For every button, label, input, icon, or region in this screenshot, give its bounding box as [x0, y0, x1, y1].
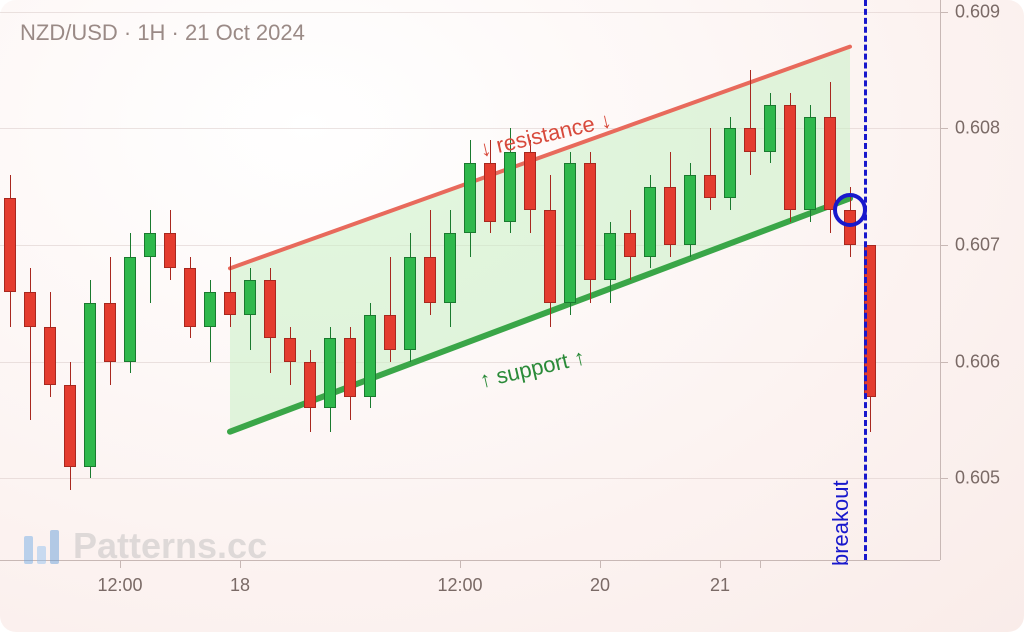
gridline [0, 12, 940, 13]
y-axis-label: 0.609 [955, 1, 1000, 22]
x-tick [760, 560, 761, 568]
candle-body [164, 233, 176, 268]
candle-body [444, 233, 456, 303]
candle-body [504, 152, 516, 222]
x-axis-label: 12:00 [97, 575, 142, 596]
x-axis-label: 20 [590, 575, 610, 596]
chart-container: ↓ resistance ↓ ↑ support ↑ breakout NZD/US… [0, 0, 1024, 632]
candle-body [404, 257, 416, 350]
gridline [0, 128, 940, 129]
gridline [0, 362, 940, 363]
candle-body [644, 187, 656, 257]
candle-body [824, 117, 836, 210]
candle-body [364, 315, 376, 397]
y-tick [940, 362, 948, 363]
candle-body [484, 163, 496, 221]
chart-title: NZD/USD · 1H · 21 Oct 2024 [20, 20, 305, 46]
candle-body [384, 315, 396, 350]
candle-body [264, 280, 276, 338]
candle-wick [750, 70, 751, 175]
y-tick [940, 478, 948, 479]
y-axis-label: 0.607 [955, 235, 1000, 256]
resistance-line [230, 47, 850, 269]
candle-body [604, 233, 616, 280]
candle-body [324, 338, 336, 408]
candle-body [104, 303, 116, 361]
candle-body [724, 128, 736, 198]
candle-body [84, 303, 96, 466]
candle-body [24, 292, 36, 327]
y-axis-label: 0.605 [955, 468, 1000, 489]
candle-body [664, 187, 676, 245]
y-axis-label: 0.606 [955, 351, 1000, 372]
candle-body [764, 105, 776, 152]
x-axis-label: 21 [710, 575, 730, 596]
x-tick [720, 560, 721, 568]
watermark-icon [22, 528, 61, 564]
y-tick [940, 245, 948, 246]
x-axis-label: 12:00 [437, 575, 482, 596]
candle-body [124, 257, 136, 362]
candle-body [284, 338, 296, 361]
x-tick [460, 560, 461, 568]
candle-body [204, 292, 216, 327]
candle-body [704, 175, 716, 198]
breakout-marker-icon [833, 193, 867, 227]
candle-body [344, 338, 356, 396]
x-axis-label: 18 [230, 575, 250, 596]
candle-body [804, 117, 816, 210]
candle-body [784, 105, 796, 210]
candle-body [464, 163, 476, 233]
candle-body [744, 128, 756, 151]
candle-body [64, 385, 76, 467]
watermark-text: Patterns.cc [73, 525, 267, 567]
candle-body [184, 268, 196, 326]
y-tick [940, 12, 948, 13]
candle-body [304, 362, 316, 409]
channel-overlay [0, 0, 940, 560]
resistance-label: ↓ resistance ↓ [477, 107, 614, 163]
watermark: Patterns.cc [22, 525, 267, 567]
plot-area: ↓ resistance ↓↑ support ↑breakout [0, 0, 940, 560]
support-label: ↑ support ↑ [477, 344, 588, 394]
candle-body [144, 233, 156, 256]
x-tick [600, 560, 601, 568]
candle-body [544, 210, 556, 303]
candle-body [584, 163, 596, 280]
y-axis-label: 0.608 [955, 118, 1000, 139]
candle-body [524, 152, 536, 210]
candle-body [624, 233, 636, 256]
gridline [0, 478, 940, 479]
y-axis [940, 0, 941, 560]
y-tick [940, 128, 948, 129]
candle-body [684, 175, 696, 245]
candle-body [424, 257, 436, 304]
candle-body [44, 327, 56, 385]
breakout-line [864, 0, 867, 560]
support-line [230, 198, 850, 431]
candle-body [564, 163, 576, 303]
breakout-label: breakout [828, 480, 854, 566]
candle-body [224, 292, 236, 315]
candle-body [4, 198, 16, 291]
candle-body [244, 280, 256, 315]
candle-wick [150, 210, 151, 303]
